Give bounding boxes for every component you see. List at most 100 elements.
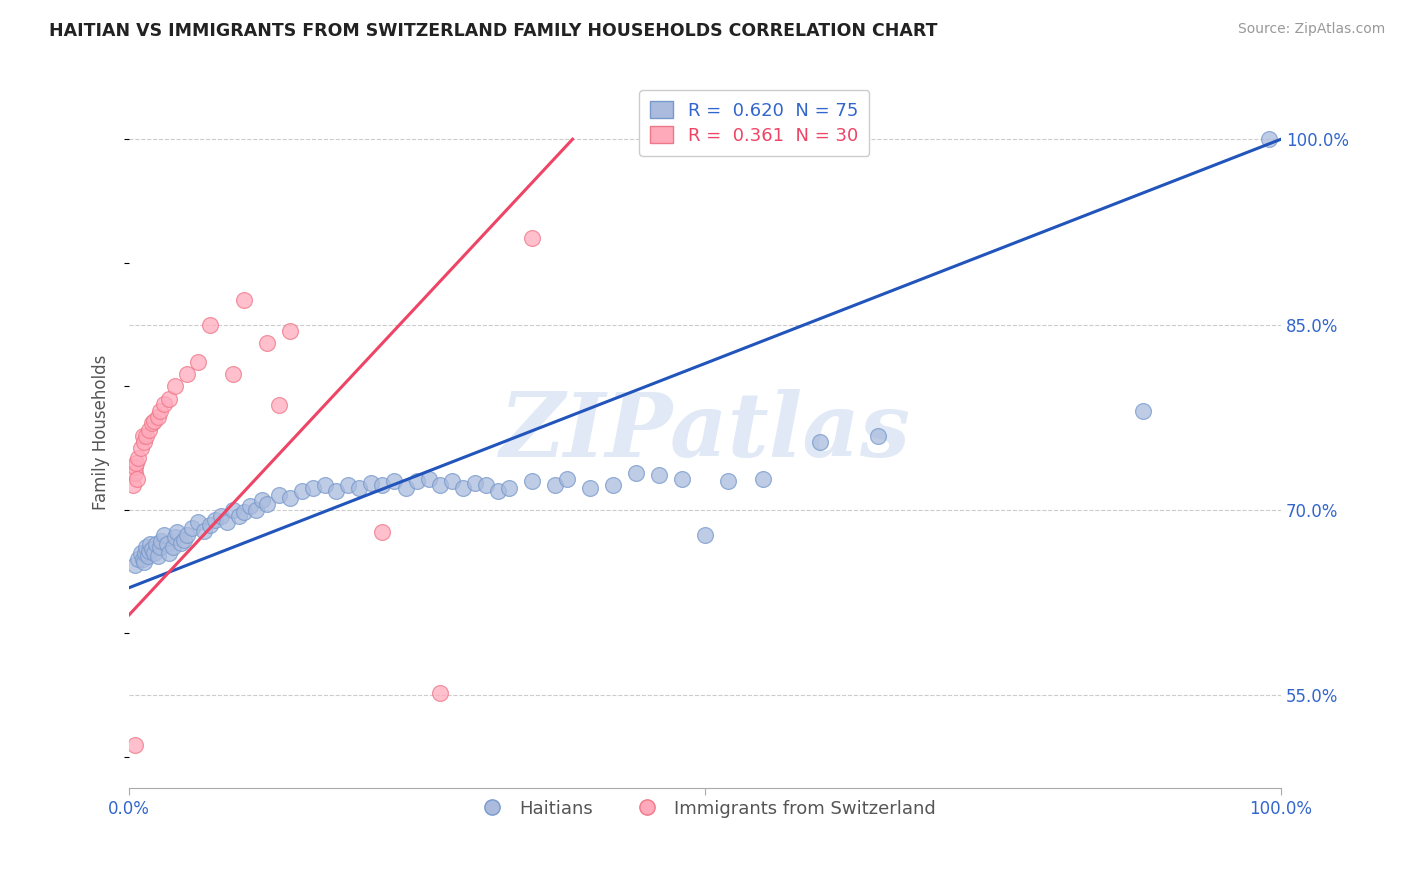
Point — [124, 558, 146, 573]
Point — [522, 231, 544, 245]
Point — [149, 540, 172, 554]
Point — [1132, 404, 1154, 418]
Point — [222, 503, 245, 517]
Point — [141, 542, 163, 557]
Point — [135, 428, 157, 442]
Point — [267, 488, 290, 502]
Text: ZIPatlas: ZIPatlas — [499, 390, 911, 476]
Point — [165, 530, 187, 544]
Point — [451, 481, 474, 495]
Point — [291, 484, 314, 499]
Legend: Haitians, Immigrants from Switzerland: Haitians, Immigrants from Switzerland — [467, 793, 943, 825]
Point — [136, 549, 159, 563]
Point — [239, 499, 262, 513]
Point — [222, 367, 245, 381]
Point — [134, 546, 156, 560]
Point — [717, 475, 740, 489]
Point — [121, 478, 143, 492]
Text: HAITIAN VS IMMIGRANTS FROM SWITZERLAND FAMILY HOUSEHOLDS CORRELATION CHART: HAITIAN VS IMMIGRANTS FROM SWITZERLAND F… — [49, 22, 938, 40]
Point — [579, 481, 602, 495]
Point — [150, 533, 173, 548]
Point — [215, 515, 238, 529]
Point — [751, 472, 773, 486]
Point — [198, 517, 221, 532]
Point — [671, 472, 693, 486]
Point — [522, 475, 544, 489]
Point — [302, 481, 325, 495]
Point — [325, 484, 347, 499]
Point — [135, 540, 157, 554]
Point — [382, 475, 405, 489]
Point — [280, 324, 302, 338]
Point — [648, 468, 671, 483]
Point — [187, 515, 209, 529]
Point — [544, 478, 567, 492]
Point — [280, 491, 302, 505]
Point — [129, 546, 152, 560]
Point — [162, 540, 184, 554]
Point — [143, 546, 166, 560]
Point — [141, 417, 163, 431]
Point — [429, 686, 451, 700]
Point — [152, 527, 174, 541]
Point — [233, 293, 256, 307]
Point — [336, 478, 359, 492]
Point — [132, 555, 155, 569]
Point — [157, 546, 180, 560]
Point — [181, 521, 204, 535]
Point — [256, 497, 278, 511]
Point — [371, 478, 394, 492]
Point — [138, 543, 160, 558]
Point — [145, 537, 167, 551]
Point — [176, 527, 198, 541]
Point — [486, 484, 509, 499]
Text: Source: ZipAtlas.com: Source: ZipAtlas.com — [1237, 22, 1385, 37]
Point — [602, 478, 624, 492]
Point — [371, 525, 394, 540]
Point — [129, 441, 152, 455]
Point — [176, 367, 198, 381]
Point — [245, 503, 267, 517]
Point — [808, 434, 831, 449]
Point — [475, 478, 498, 492]
Point — [233, 505, 256, 519]
Point — [187, 354, 209, 368]
Point — [149, 404, 172, 418]
Point — [170, 536, 193, 550]
Point — [555, 472, 578, 486]
Point — [125, 456, 148, 470]
Point — [138, 423, 160, 437]
Point — [127, 450, 149, 465]
Point — [209, 509, 232, 524]
Point — [360, 475, 382, 490]
Point — [1258, 132, 1281, 146]
Point — [228, 509, 250, 524]
Point — [267, 398, 290, 412]
Point — [127, 472, 149, 486]
Point — [464, 475, 486, 490]
Point — [124, 466, 146, 480]
Point — [157, 392, 180, 406]
Point — [152, 396, 174, 410]
Point — [394, 481, 416, 495]
Point — [250, 493, 273, 508]
Point — [156, 537, 179, 551]
Point — [198, 318, 221, 332]
Point — [173, 533, 195, 547]
Point — [418, 472, 440, 486]
Point — [166, 525, 188, 540]
Point — [146, 549, 169, 563]
Point — [124, 738, 146, 752]
Point — [349, 481, 371, 495]
Point — [406, 475, 429, 489]
Point — [693, 527, 716, 541]
Point — [139, 537, 162, 551]
Point — [132, 552, 155, 566]
Point — [132, 428, 155, 442]
Point — [146, 410, 169, 425]
Point — [124, 459, 146, 474]
Y-axis label: Family Households: Family Households — [93, 355, 110, 510]
Point — [165, 379, 187, 393]
Point — [127, 552, 149, 566]
Point — [624, 466, 647, 480]
